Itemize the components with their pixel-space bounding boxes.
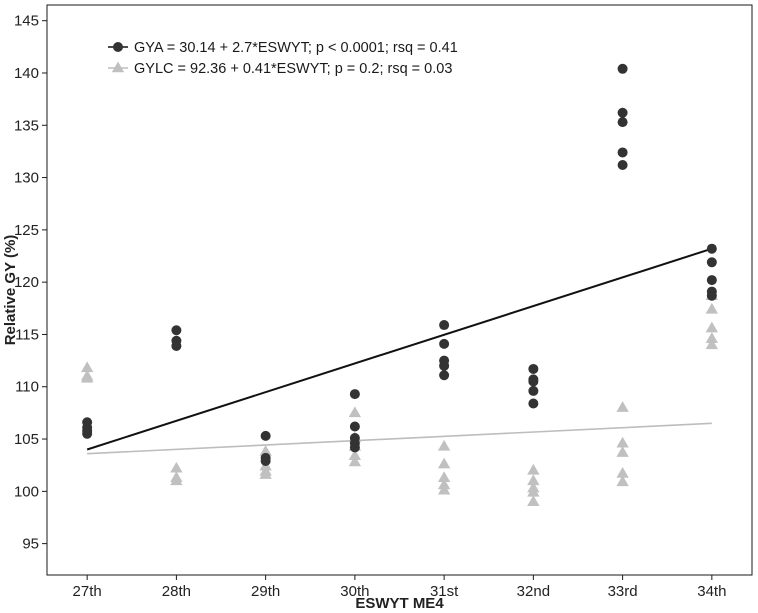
gya-point <box>706 275 717 286</box>
gya-regression-line <box>86 247 713 451</box>
gya-point <box>349 389 360 400</box>
gya-point <box>439 370 450 381</box>
gylc-point <box>437 471 451 482</box>
x-tick-label: 29th <box>251 583 280 600</box>
gylc-point <box>705 302 719 314</box>
gya-point <box>260 456 271 466</box>
gya-point <box>349 421 360 432</box>
gya-point <box>528 385 539 396</box>
gylc-point <box>527 495 540 507</box>
y-tick-label: 120 <box>14 274 39 291</box>
gya-point <box>617 160 628 171</box>
gya-point <box>617 63 628 74</box>
y-tick-label: 110 <box>15 379 39 396</box>
gylc-point <box>527 474 540 486</box>
y-tick-label: 140 <box>14 65 39 82</box>
gya-point <box>528 398 539 409</box>
gylc-point <box>170 474 183 486</box>
gylc-point <box>705 338 719 350</box>
gya-point <box>706 290 717 301</box>
gylc-point <box>348 449 362 460</box>
legend-key-circle <box>113 42 123 52</box>
gya-point <box>439 338 450 349</box>
data-points <box>80 63 719 507</box>
gylc-point <box>527 485 540 497</box>
y-tick-label: 130 <box>14 170 39 187</box>
gylc-point <box>437 483 451 495</box>
x-tick-label: 28th <box>162 583 191 600</box>
y-tick-label: 145 <box>14 13 39 30</box>
y-tick-label: 95 <box>22 536 39 553</box>
gya-point <box>171 325 182 336</box>
legend-key-triangle <box>111 61 125 73</box>
gya-point <box>617 107 628 118</box>
gya-point <box>706 243 717 254</box>
gya-point <box>617 117 628 128</box>
y-tick-label: 105 <box>14 431 39 448</box>
gylc-point <box>616 467 629 478</box>
gylc-point <box>259 468 272 479</box>
gylc-point <box>348 406 362 418</box>
gylc-point <box>437 457 451 469</box>
x-tick-label: 30th <box>340 583 369 600</box>
gylc-point <box>616 436 629 448</box>
fit-lines <box>86 247 713 455</box>
gylc-point <box>80 371 94 383</box>
gya-point <box>706 257 717 268</box>
gya-point <box>439 360 450 371</box>
axis-ticks: 95 100 105 110 115 120 125 130 135 140 145 27th 28th… <box>14 13 726 600</box>
x-axis-title: ESWYT ME4 <box>355 595 444 612</box>
gya-point <box>349 442 360 453</box>
x-tick-label: 27th <box>73 583 102 600</box>
y-axis-title: Relative GY (%) <box>2 235 19 346</box>
legend-label: GYA = 30.14 + 2.7*ESWYT; p < 0.0001; rsq… <box>134 40 458 56</box>
gya-point <box>528 376 539 387</box>
y-tick-label: 115 <box>15 326 39 343</box>
gylc-point <box>705 332 719 343</box>
gya-point <box>82 428 93 439</box>
gylc-point <box>170 461 183 473</box>
gya-point <box>171 340 182 351</box>
gylc-regression-line <box>87 422 712 455</box>
y-tick-label: 125 <box>14 222 39 239</box>
gylc-point <box>437 439 451 451</box>
plot-panel <box>46 4 753 576</box>
gylc-point <box>527 463 540 475</box>
x-tick-label: 32nd <box>517 583 550 600</box>
y-tick-label: 100 <box>14 483 39 500</box>
gylc-point <box>616 446 629 457</box>
legend-label: GYLC = 92.36 + 0.41*ESWYT; p = 0.2; rsq … <box>134 61 452 77</box>
gylc-point <box>616 401 629 412</box>
gylc-point <box>348 455 362 467</box>
legend: GYA = 30.14 + 2.7*ESWYT; p < 0.0001; rsq… <box>108 40 458 77</box>
x-tick-label: 31st <box>430 583 459 600</box>
gylc-point <box>705 321 719 333</box>
gya-point <box>260 430 271 441</box>
gylc-point <box>259 445 272 456</box>
gya-point <box>617 147 628 158</box>
x-tick-label: 34th <box>697 583 726 600</box>
gylc-point <box>80 361 94 373</box>
gylc-point <box>616 475 629 487</box>
x-tick-label: 33rd <box>608 583 638 600</box>
gya-point <box>439 320 450 331</box>
gya-point <box>528 363 539 374</box>
y-tick-label: 135 <box>14 117 39 134</box>
